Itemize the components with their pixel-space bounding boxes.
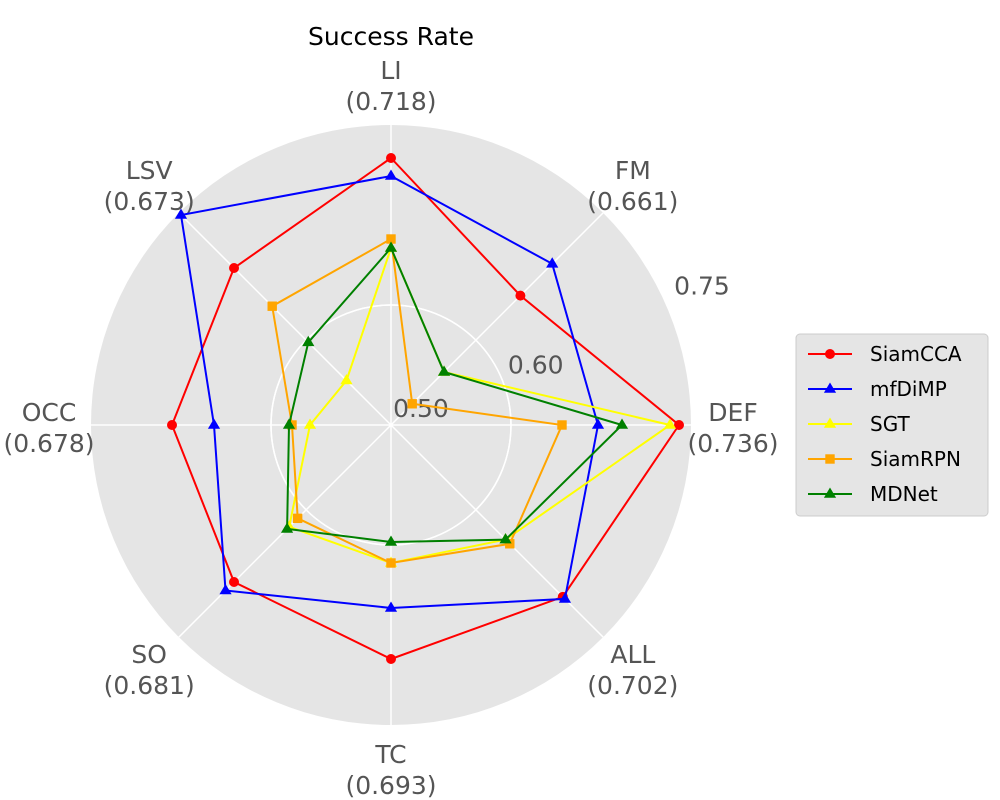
series-point-siamcca bbox=[386, 654, 396, 664]
series-point-siamcca bbox=[229, 263, 240, 274]
axis-label-all: ALL bbox=[610, 640, 655, 669]
axis-max-label-tc: (0.693) bbox=[345, 771, 436, 800]
legend-marker-siamcca bbox=[825, 349, 835, 359]
ring-label: 0.60 bbox=[508, 350, 564, 379]
axis-max-label-def: (0.736) bbox=[687, 429, 778, 458]
series-point-siamcca bbox=[515, 290, 526, 301]
radar-plot-area: 0.500.600.75LI(0.718)FM(0.661)DEF(0.736)… bbox=[3, 56, 778, 800]
ring-label: 0.75 bbox=[674, 271, 730, 300]
legend-marker-siamrpn bbox=[825, 454, 835, 464]
series-point-mfdimp bbox=[384, 601, 398, 612]
series-point-sgt bbox=[340, 373, 353, 385]
series-point-mdnet bbox=[384, 535, 398, 546]
series-point-siamrpn bbox=[557, 420, 567, 430]
legend-box bbox=[795, 333, 989, 517]
grid-spoke bbox=[178, 212, 392, 426]
axis-max-label-fm: (0.661) bbox=[587, 187, 678, 216]
series-point-mdnet bbox=[384, 241, 398, 252]
legend-label-siamrpn: SiamRPN bbox=[870, 447, 961, 471]
grid-spoke bbox=[390, 212, 604, 426]
series-point-mdnet bbox=[437, 365, 451, 376]
legend-marker-mdnet bbox=[823, 487, 837, 498]
legend-marker-sgt bbox=[823, 417, 837, 428]
series-point-mfdimp bbox=[546, 257, 559, 268]
legend-label-siamcca: SiamCCA bbox=[870, 342, 962, 366]
series-point-siamrpn bbox=[267, 301, 277, 311]
series-point-sgt bbox=[663, 418, 677, 429]
series-point-mfdimp bbox=[174, 208, 188, 219]
series-point-mdnet bbox=[280, 522, 294, 533]
series-point-siamcca bbox=[386, 153, 396, 163]
series-point-mdnet bbox=[302, 335, 315, 347]
legend-label-mfdimp: mfDiMP bbox=[870, 377, 947, 401]
series-point-siamrpn bbox=[505, 539, 515, 549]
axis-max-label-all: (0.702) bbox=[587, 671, 678, 700]
axis-label-lsv: LSV bbox=[126, 156, 173, 185]
legend-label-mdnet: MDNet bbox=[870, 482, 938, 506]
series-point-mfdimp bbox=[219, 583, 232, 595]
axis-label-tc: TC bbox=[374, 740, 406, 769]
series-point-siamcca bbox=[229, 576, 240, 587]
series-point-siamrpn bbox=[386, 558, 396, 568]
series-point-siamcca bbox=[167, 420, 177, 430]
series-point-siamrpn bbox=[407, 399, 417, 409]
chart-title: Success Rate bbox=[308, 22, 474, 51]
axis-label-so: SO bbox=[131, 640, 167, 669]
axis-label-def: DEF bbox=[708, 398, 757, 427]
axis-max-label-occ: (0.678) bbox=[3, 429, 94, 458]
series-point-mdnet bbox=[282, 418, 296, 429]
legend-label-sgt: SGT bbox=[870, 412, 910, 436]
series-point-siamrpn bbox=[292, 513, 303, 524]
axis-max-label-li: (0.718) bbox=[345, 87, 436, 116]
chart-legend: SiamCCA mfDiMP SGT SiamRPN MDNet bbox=[795, 333, 989, 517]
axis-label-li: LI bbox=[380, 56, 401, 85]
axis-label-fm: FM bbox=[615, 156, 651, 185]
series-point-mfdimp bbox=[558, 592, 572, 603]
series-point-sgt bbox=[303, 418, 317, 429]
series-point-mfdimp bbox=[384, 169, 398, 180]
legend-marker-mfdimp bbox=[823, 382, 837, 393]
axis-label-occ: OCC bbox=[22, 398, 77, 427]
series-point-mfdimp bbox=[591, 418, 605, 429]
axis-max-label-so: (0.681) bbox=[104, 671, 195, 700]
series-point-mfdimp bbox=[207, 418, 221, 429]
series-point-mdnet bbox=[615, 418, 629, 429]
series-point-siamcca bbox=[674, 420, 684, 430]
series-point-mdnet bbox=[499, 533, 512, 544]
